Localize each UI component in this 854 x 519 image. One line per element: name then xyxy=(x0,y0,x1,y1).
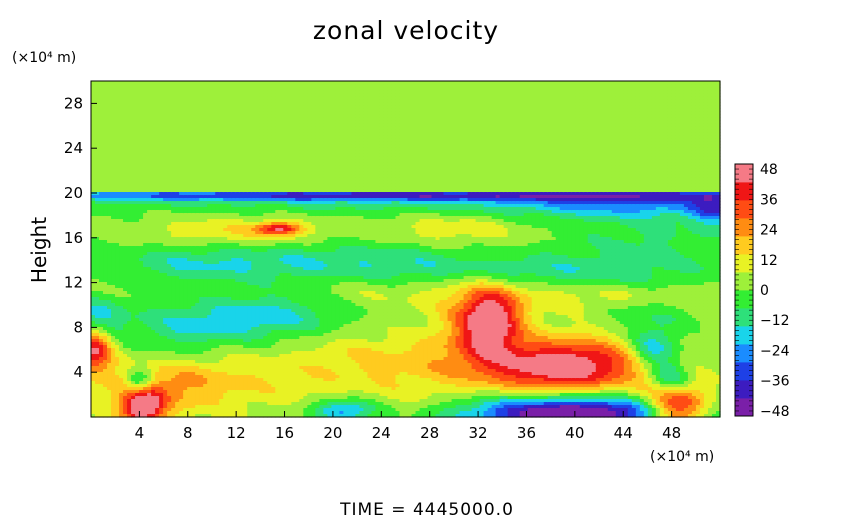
y-axis-label: Height xyxy=(27,217,51,283)
heatmap-field xyxy=(91,81,721,418)
y-unit-label: (×10⁴ m) xyxy=(12,50,76,66)
chart-title: zonal velocity xyxy=(313,16,499,45)
plot-area xyxy=(91,81,721,418)
